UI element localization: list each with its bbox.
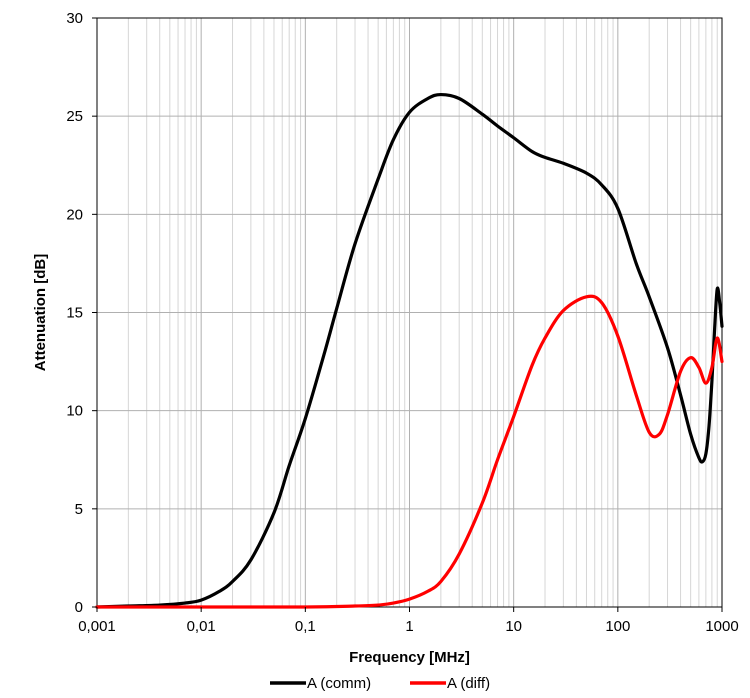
x-tick-label: 0,001 xyxy=(78,618,116,635)
x-tick-label: 1000 xyxy=(705,618,738,635)
y-tick-label: 0 xyxy=(75,599,83,616)
y-axis-ticks: 0 5 10 15 20 25 30 xyxy=(66,10,97,616)
grid xyxy=(96,17,722,608)
x-tick-label: 100 xyxy=(605,618,630,635)
legend-label: A (comm) xyxy=(307,675,371,692)
x-tick-label: 10 xyxy=(505,618,522,635)
legend: A (comm) A (diff) xyxy=(270,675,490,692)
x-tick-label: 0,01 xyxy=(187,618,216,635)
x-tick-label: 1 xyxy=(405,618,413,635)
x-tick-label: 0,1 xyxy=(295,618,316,635)
y-tick-label: 15 xyxy=(66,305,83,322)
series-line-a-comm xyxy=(95,92,724,609)
x-axis-title: Frequency [MHz] xyxy=(349,649,470,666)
y-tick-label: 20 xyxy=(66,206,83,223)
y-tick-label: 25 xyxy=(66,108,83,125)
y-tick-label: 5 xyxy=(75,501,83,518)
y-tick-label: 30 xyxy=(66,10,83,27)
series-line-a-diff xyxy=(95,294,724,609)
x-axis-ticks: 0,001 0,01 0,1 1 10 100 1000 xyxy=(78,607,739,635)
legend-label: A (diff) xyxy=(447,675,490,692)
y-tick-label: 10 xyxy=(66,403,83,420)
y-axis-title: Attenuation [dB] xyxy=(32,254,49,371)
series-lines xyxy=(95,92,724,609)
